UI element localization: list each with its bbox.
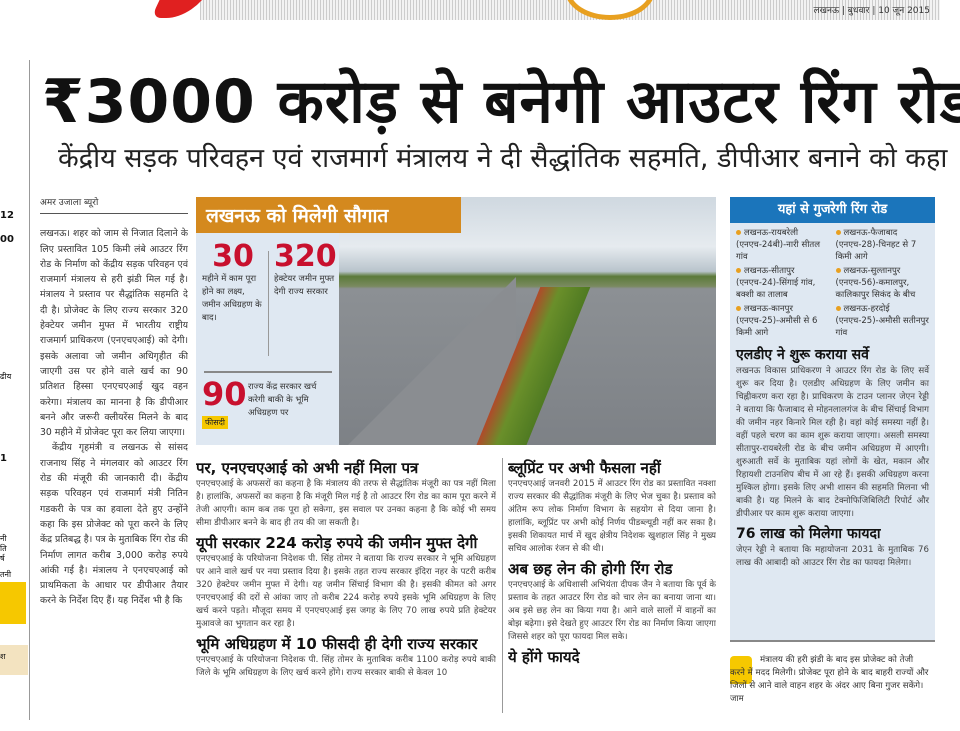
section-heading: पर, एनएचएआई को अभी नहीं मिला पत्र [196,459,419,477]
stat-320: 320 हेक्टेयर जमीन मुफ्त देगी राज्य सरकार [274,239,337,299]
quote-mark-icon [730,656,752,684]
section-body: एनएचएआई के परियोजना निदेशक पी. सिंह तोमर… [196,554,496,629]
pull-quote: मंत्रालय की हरी झंडी के बाद इस प्रोजेक्ट… [730,650,935,720]
stat-text: महीने में काम पूरा होने का लक्ष्य, जमीन … [202,274,262,323]
lead-article: अमर उजाला ब्यूरो लखनऊ। शहर को जाम से निज… [40,196,188,716]
stat-value: 30 [212,239,254,274]
masthead-band [200,0,940,20]
fragment-text: 1 [0,453,7,464]
route-item: लखनऊ-हरदोई (एनएच-25)-अमौसी सतीनपुर गांव [835,304,929,338]
fragment-text: ढीय [0,372,12,381]
stat-value: 90 [202,375,247,413]
fragment-text: तनी [0,570,12,579]
stat-30: 30 महीने में काम पूरा होने का लक्ष्य, जम… [202,241,264,325]
tan-box [0,645,28,675]
route-list: लखनऊ-रायबरेली (एनएच-24बी)-नारी सीतल गांव… [730,223,935,343]
stat-text: राज्य केंद्र सरकार खर्च करेगी बाकी के भू… [248,382,317,418]
section-body: एनएचएआई जनवरी 2015 में आउटर रिंग रोड का … [508,479,716,554]
section-body: एनएचएआई के परियोजना निदेशक पी. सिंह तोमर… [196,655,496,678]
subheadline: केंद्रीय सड़क परिवहन एवं राजमार्ग मंत्रा… [58,143,948,174]
headline: ₹3000 करोड़ से बनेगी आउटर रिंग रोड [42,67,960,137]
fragment-text: र्ष [0,554,5,563]
adjacent-column-fragment: 12 00 ढीय 1 नी ति र्ष तनी श [0,60,30,720]
fragment-text: श [0,652,6,661]
section-heading: ब्लूप्रिंट पर अभी फैसला नहीं [508,459,661,477]
fragment-text: ति [0,544,7,553]
lead-paragraph: केंद्रीय गृहमंत्री व लखनऊ से सांसद राजना… [40,442,188,607]
fragment-text: 12 [0,210,14,221]
route-box-body: एलडीए ने शुरू कराया सर्वे लखनऊ विकास प्र… [730,343,935,575]
photo-box-title: लखनऊ को मिलेगी सौगात [196,197,461,233]
byline: अमर उजाला ब्यूरो [40,196,188,215]
column-rule [502,458,503,713]
route-item: लखनऊ-सीतापुर (एनएच-24)-सिंगाई गांव, बक्श… [736,265,830,301]
yellow-box [0,582,26,624]
percent-badge: फीसदी [202,416,228,429]
dateline: लखनऊ | बुधवार | 10 जून 2015 [813,6,930,16]
route-item: लखनऊ-फैजाबाद (एनएच-28)-चिनहट से 7 किमी आ… [836,227,930,263]
fragment-text: नी [0,534,7,543]
article-column-1: पर, एनएचएआई को अभी नहीं मिला पत्र एनएचएआ… [196,458,496,716]
divider [204,371,332,373]
stats-panel: 30 महीने में काम पूरा होने का लक्ष्य, जम… [196,233,339,445]
section-heading: भूमि अधिग्रहण में 10 फीसदी ही देगी राज्य… [196,635,478,653]
route-box-title: यहां से गुजरेगी रिंग रोड [730,197,935,223]
divider [268,251,269,356]
stat-text: हेक्टेयर जमीन मुफ्त देगी राज्य सरकार [274,274,335,297]
section-body: एनएचएआई के अधिशासी अभियंता दीपक जैन ने ब… [508,580,716,642]
section-heading: यूपी सरकार 224 करोड़ रुपये की जमीन मुफ्त… [196,534,478,552]
stat-90: 90 फीसदी [202,375,247,429]
route-item: लखनऊ-सुल्तानपुर (एनएच-56)-कमालपुर, कालिक… [836,265,930,301]
section-heading: अब छह लेन की होगी रिंग रोड [508,560,673,578]
stat-value: 320 [274,239,337,274]
lead-paragraph: लखनऊ। शहर को जाम से निजात दिलाने के लिए … [40,228,188,439]
benefit-heading: 76 लाख को मिलेगा फायदा [736,526,881,542]
article-column-2: ब्लूप्रिंट पर अभी फैसला नहीं एनएचएआई जनव… [508,458,716,716]
quote-text: मंत्रालय की हरी झंडी के बाद इस प्रोजेक्ट… [730,655,929,704]
benefit-body: जेएन रेड्डी ने बताया कि महायोजना 2031 के… [736,545,929,568]
survey-body: लखनऊ विकास प्राधिकरण ने आउटर रिंग रोड के… [736,366,929,519]
highway-photo: लखनऊ को मिलेगी सौगात 30 महीने में काम पू… [196,197,716,445]
fragment-text: 00 [0,234,14,245]
section-body: एनएचएआई के अफसरों का कहना है कि मंत्रालय… [196,479,496,528]
section-heading: ये होंगे फायदे [508,648,580,666]
survey-heading: एलडीए ने शुरू कराया सर्वे [736,347,869,363]
route-item: लखनऊ-कानपुर (एनएच-25)-अमौसी से 6 किमी आग… [736,303,830,339]
route-box: यहां से गुजरेगी रिंग रोड लखनऊ-रायबरेली (… [730,197,935,642]
route-item: लखनऊ-रायबरेली (एनएच-24बी)-नारी सीतल गांव [736,227,830,263]
